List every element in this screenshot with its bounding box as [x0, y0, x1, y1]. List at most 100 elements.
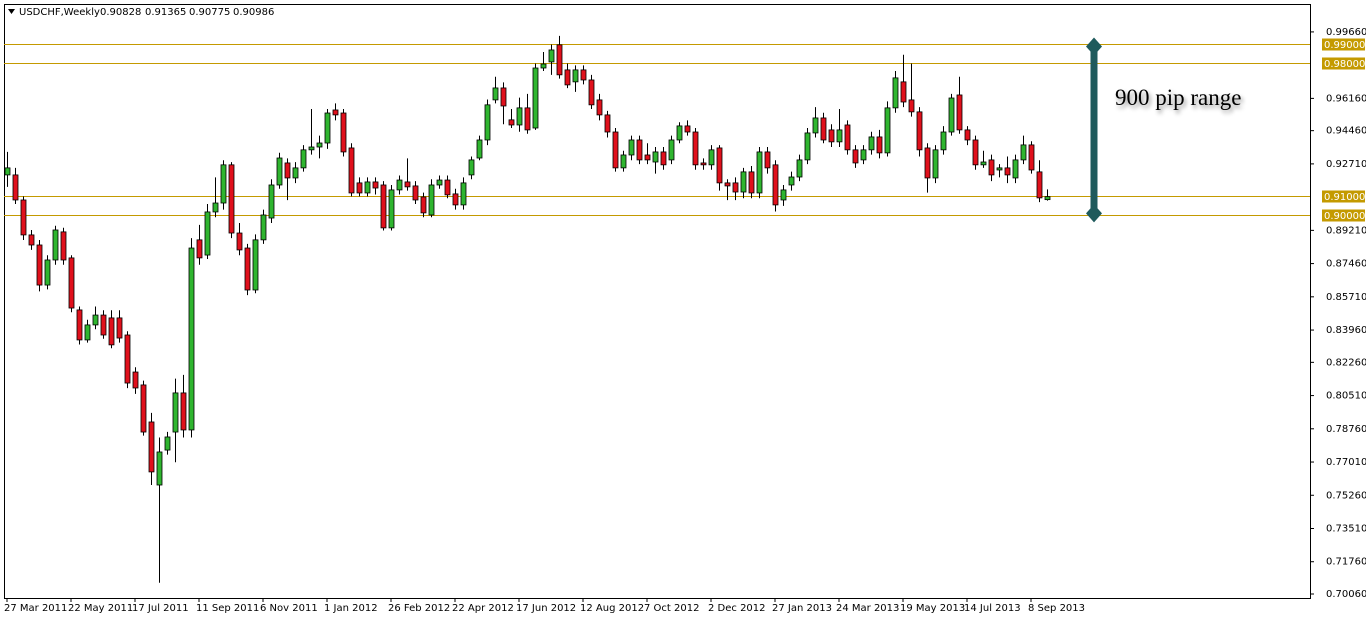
candle-body [932, 149, 939, 179]
candle-body [1004, 167, 1011, 176]
candle-body [252, 239, 259, 291]
candle-body [1012, 159, 1019, 179]
y-tick-label: 0.73510 [1326, 523, 1366, 534]
candle-body [628, 139, 635, 156]
candle-body [1036, 171, 1043, 199]
candle-body [644, 154, 651, 161]
candle-body [996, 167, 1003, 171]
y-tick-label: 0.75260 [1326, 490, 1366, 501]
candle-body [476, 139, 483, 159]
level-label: 0.90000 [1324, 211, 1365, 222]
candle-body [916, 111, 923, 151]
candle-body [36, 244, 43, 286]
candle-body [748, 171, 755, 194]
candle-body [1044, 196, 1051, 201]
x-tick-label: 17 Jun 2012 [516, 603, 576, 614]
y-tick-label: 0.99660 [1326, 27, 1366, 38]
candle-body [228, 164, 235, 234]
candle-body [620, 154, 627, 169]
candle-body [804, 132, 811, 161]
candle-body [436, 179, 443, 186]
level-label: 0.98000 [1324, 59, 1365, 70]
x-tick-label: 2 Dec 2012 [708, 603, 766, 614]
y-tick-label: 0.80510 [1326, 391, 1366, 402]
candle-body [556, 44, 563, 76]
candle-body [580, 69, 587, 81]
candle-body [764, 151, 771, 169]
candle-body [180, 392, 187, 431]
candle-body [524, 107, 531, 131]
level-label: 0.91000 [1324, 192, 1365, 203]
y-tick-label: 0.78760 [1326, 424, 1366, 435]
candle-body [292, 167, 299, 179]
candle-body [196, 239, 203, 259]
candle-body [340, 112, 347, 153]
candle-body [428, 184, 435, 216]
candle-body [4, 167, 11, 176]
level-label-bg [1322, 38, 1365, 51]
x-tick-label: 14 Jul 2013 [964, 603, 1021, 614]
candle-body [676, 125, 683, 141]
candle-body [732, 182, 739, 193]
candle-body [268, 184, 275, 219]
candle-body [188, 247, 195, 431]
candle-body [572, 69, 579, 83]
candle-body [820, 117, 827, 141]
candle-body [396, 179, 403, 191]
candle-body [324, 112, 331, 144]
level-label-bg [1322, 190, 1365, 203]
candle-body [940, 131, 947, 151]
candle-body [100, 314, 107, 336]
x-tick-label: 19 May 2013 [900, 603, 965, 614]
candle-body [348, 147, 355, 194]
chart-title: USDCHF,Weekly [19, 7, 100, 18]
x-tick-label: 26 Feb 2012 [388, 603, 450, 614]
candle-body [1028, 144, 1035, 171]
candle-body [140, 384, 147, 433]
candle-body [852, 149, 859, 164]
candle-body [124, 334, 131, 384]
y-tick-label: 0.87460 [1326, 259, 1366, 270]
candle-body [788, 176, 795, 186]
candle-body [308, 146, 315, 151]
candle-body [548, 49, 555, 63]
x-tick-label: 11 Sep 2011 [196, 603, 259, 614]
candle-body [44, 259, 51, 286]
candle-body [316, 142, 323, 148]
y-tick-label: 0.83960 [1326, 325, 1366, 336]
candle-body [948, 97, 955, 133]
candle-body [84, 324, 91, 341]
x-tick-label: 17 Jul 2011 [132, 603, 189, 614]
candle-body [652, 151, 659, 163]
candle-body [876, 136, 883, 154]
y-tick-label: 0.85710 [1326, 292, 1366, 303]
candle-body [484, 104, 491, 141]
candle-body [172, 392, 179, 433]
candle-body [540, 63, 547, 69]
candle-body [388, 189, 395, 229]
candle-body [444, 179, 451, 196]
candle-body [892, 77, 899, 109]
candle-body [108, 317, 115, 346]
candle-body [364, 181, 371, 194]
candle-body [900, 81, 907, 103]
x-tick-label: 22 May 2011 [68, 603, 133, 614]
y-tick-label: 0.94460 [1326, 126, 1366, 137]
candle-body [532, 67, 539, 129]
level-label: 0.99000 [1324, 40, 1365, 51]
candle-body [12, 174, 19, 201]
candle-body [740, 171, 747, 193]
x-tick-label: 24 Mar 2013 [836, 603, 899, 614]
y-tick-label: 0.82260 [1326, 357, 1366, 368]
y-tick-label: 0.89210 [1326, 225, 1366, 236]
candle-body [372, 181, 379, 189]
candle-body [924, 147, 931, 179]
candle-body [660, 151, 667, 166]
candle-body [636, 139, 643, 161]
candle-body [868, 136, 875, 151]
candle-body [116, 317, 123, 339]
x-tick-label: 22 Apr 2012 [452, 603, 514, 614]
header-low: 0.90775 [189, 7, 230, 18]
x-tick-label: 7 Oct 2012 [644, 603, 699, 614]
